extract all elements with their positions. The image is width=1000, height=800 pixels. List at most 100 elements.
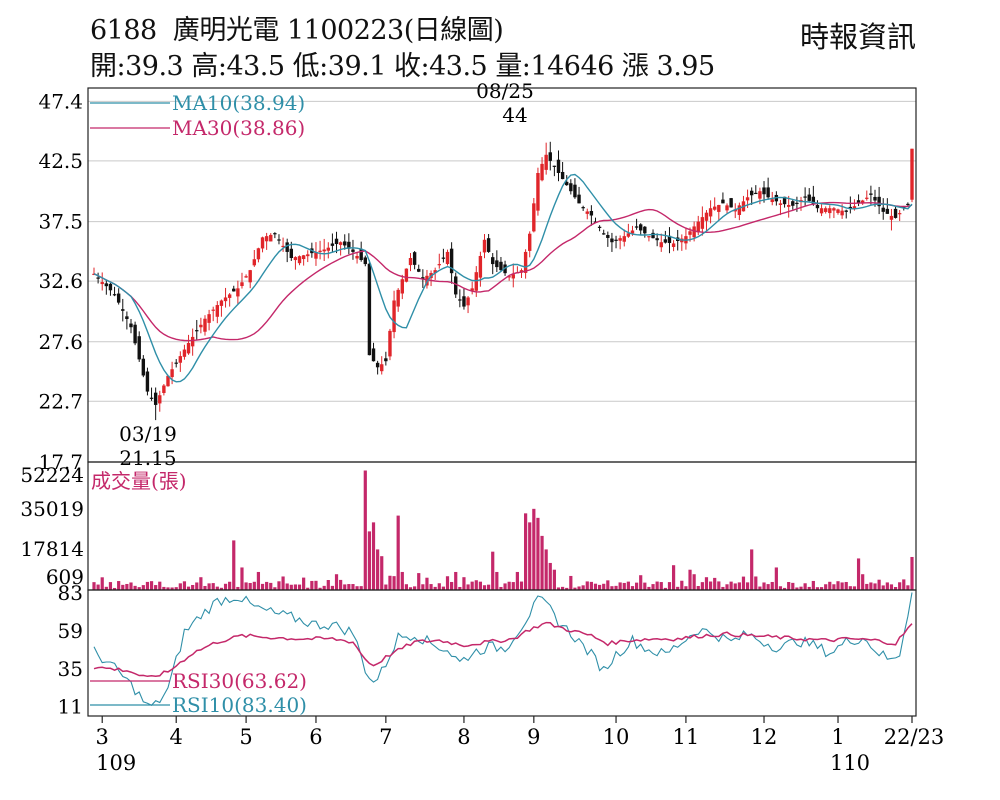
candle-body bbox=[778, 203, 783, 205]
volume-bar bbox=[141, 585, 145, 590]
candle-body bbox=[770, 199, 774, 203]
x-month-label: 8 bbox=[457, 725, 470, 749]
candle-body bbox=[392, 300, 396, 333]
volume-bar bbox=[532, 508, 536, 590]
candle-body bbox=[125, 316, 129, 320]
volume-bar bbox=[511, 582, 515, 590]
ohlc-summary: 開:39.3 高:43.5 低:39.1 收:43.5 量:14646 漲 3.… bbox=[90, 44, 715, 83]
volume-bar bbox=[737, 582, 741, 590]
volume-bar bbox=[248, 582, 252, 590]
volume-bar bbox=[121, 584, 125, 590]
candle-body bbox=[803, 196, 807, 198]
volume-bar bbox=[158, 581, 162, 590]
volume-bar bbox=[125, 583, 129, 590]
volume-bar bbox=[162, 586, 166, 590]
volume-bar bbox=[285, 583, 289, 590]
candle-body bbox=[836, 209, 840, 213]
candle-body bbox=[840, 210, 844, 216]
candle-body bbox=[232, 288, 236, 292]
candle-body bbox=[359, 248, 363, 261]
candle-body bbox=[195, 330, 199, 332]
candle-body bbox=[589, 210, 594, 216]
volume-bar bbox=[589, 581, 593, 590]
volume-bar bbox=[581, 585, 585, 590]
candle-body bbox=[893, 208, 898, 218]
volume-bar bbox=[252, 581, 256, 590]
candle-body bbox=[819, 208, 824, 214]
candle-body bbox=[881, 207, 885, 212]
candle-body bbox=[330, 243, 335, 246]
candle-body bbox=[306, 254, 310, 257]
rsi-tick-label: 83 bbox=[58, 581, 83, 605]
candle-body bbox=[396, 289, 400, 307]
low-value: 39.1 bbox=[327, 51, 387, 82]
candle-body bbox=[322, 249, 326, 252]
candle-body bbox=[104, 283, 109, 287]
volume-bar bbox=[536, 517, 540, 590]
change-value: 3.95 bbox=[656, 51, 716, 82]
candle-body bbox=[462, 296, 466, 307]
candle-body bbox=[865, 197, 869, 199]
volume-bar bbox=[799, 586, 803, 590]
volume-bar bbox=[310, 580, 314, 590]
rsi30-legend-label: RSI30(63.62) bbox=[172, 669, 307, 693]
candle-body bbox=[252, 259, 257, 266]
candle-body bbox=[696, 221, 700, 233]
volume-bar bbox=[807, 586, 811, 590]
volume-bar bbox=[729, 581, 733, 590]
volume-bar bbox=[240, 567, 244, 590]
candle-body bbox=[478, 255, 483, 278]
volume-bar bbox=[203, 585, 207, 590]
volume-bar bbox=[306, 587, 310, 590]
candle-body bbox=[137, 336, 141, 360]
price-tick-label: 37.5 bbox=[38, 210, 83, 234]
x-month-label: 1 bbox=[831, 725, 844, 749]
volume-bar bbox=[861, 574, 865, 590]
candle-body bbox=[400, 279, 404, 294]
volume-bar bbox=[384, 584, 388, 590]
candle-body bbox=[207, 314, 211, 323]
candle-body bbox=[643, 226, 647, 234]
volume-bar bbox=[692, 574, 696, 590]
candle-body bbox=[326, 247, 331, 251]
candle-body bbox=[717, 204, 721, 212]
price-panel: 47.4 42.5 37.5 32.6 27.6 22.7 17.7 MA10(38.94)M… bbox=[38, 79, 916, 474]
rsi10-legend-label: RSI10(83.40) bbox=[172, 693, 307, 717]
volume-bar bbox=[170, 587, 174, 590]
candle-body bbox=[158, 395, 162, 404]
volume-bar bbox=[704, 577, 709, 590]
volume-bar bbox=[569, 575, 573, 590]
high-annotation-date: 08/25 bbox=[476, 79, 534, 103]
candle-body bbox=[289, 248, 294, 258]
high-value: 43.5 bbox=[226, 51, 285, 82]
volume-bar bbox=[186, 586, 191, 590]
volume-bar bbox=[606, 580, 610, 590]
volume-title: 成交量(張) bbox=[91, 469, 187, 493]
candle-body bbox=[264, 236, 269, 242]
volume-bar bbox=[314, 580, 318, 590]
volume-bar bbox=[881, 585, 885, 590]
x-year-label: 110 bbox=[830, 751, 870, 775]
volume-bar bbox=[302, 577, 306, 590]
candle-body bbox=[507, 276, 511, 278]
volume-tick-label: 17814 bbox=[20, 537, 84, 561]
candle-body bbox=[100, 282, 104, 285]
candle-body bbox=[458, 299, 462, 301]
volume-bar bbox=[552, 569, 556, 590]
volume-bar bbox=[741, 576, 746, 590]
candle-body bbox=[762, 187, 766, 195]
volume-bar bbox=[725, 584, 729, 590]
candle-body bbox=[544, 154, 548, 170]
candle-body bbox=[227, 294, 232, 298]
candle-body bbox=[655, 238, 659, 241]
candle-body bbox=[585, 211, 589, 214]
candle-body bbox=[906, 203, 910, 206]
candle-body bbox=[556, 159, 561, 173]
volume-bar bbox=[376, 549, 380, 590]
volume-bar bbox=[762, 582, 766, 590]
volume-bar bbox=[515, 571, 519, 590]
candle-body bbox=[811, 196, 816, 205]
candle-body bbox=[844, 210, 848, 212]
volume-bar bbox=[265, 581, 269, 590]
volume-bar bbox=[663, 587, 667, 590]
